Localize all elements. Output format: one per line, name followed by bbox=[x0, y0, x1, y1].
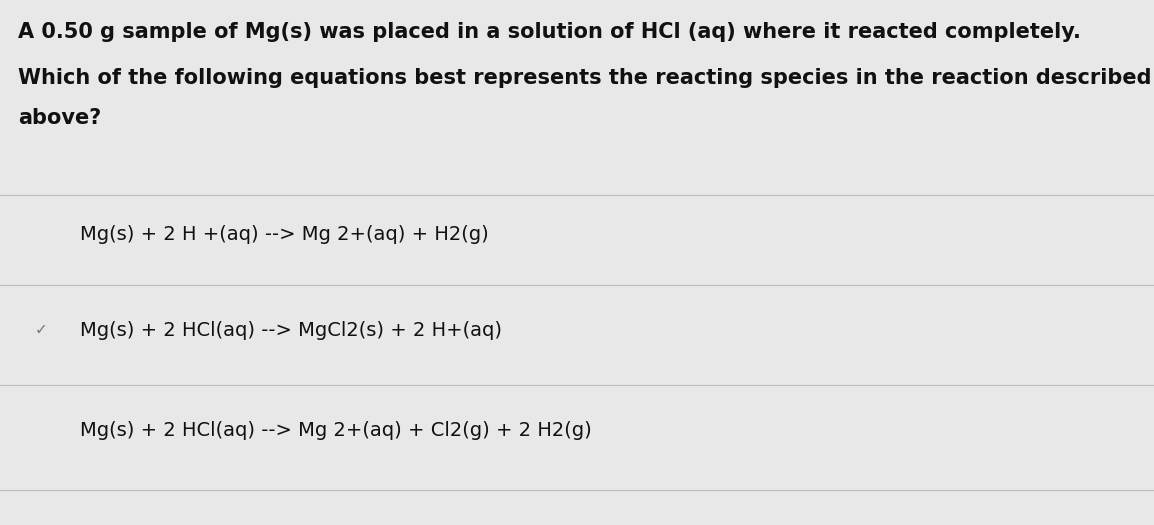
Text: above?: above? bbox=[18, 108, 102, 128]
Text: ✓: ✓ bbox=[35, 322, 47, 338]
Text: Mg(s) + 2 HCl(aq) --> Mg 2+(aq) + Cl2(g) + 2 H2(g): Mg(s) + 2 HCl(aq) --> Mg 2+(aq) + Cl2(g)… bbox=[80, 421, 592, 439]
Text: Mg(s) + 2 H +(aq) --> Mg 2+(aq) + H2(g): Mg(s) + 2 H +(aq) --> Mg 2+(aq) + H2(g) bbox=[80, 226, 489, 245]
Text: Which of the following equations best represents the reacting species in the rea: Which of the following equations best re… bbox=[18, 68, 1152, 88]
Text: A 0.50 g sample of Mg(s) was placed in a solution of HCl (aq) where it reacted c: A 0.50 g sample of Mg(s) was placed in a… bbox=[18, 22, 1081, 42]
Text: Mg(s) + 2 HCl(aq) --> MgCl2(s) + 2 H+(aq): Mg(s) + 2 HCl(aq) --> MgCl2(s) + 2 H+(aq… bbox=[80, 320, 502, 340]
